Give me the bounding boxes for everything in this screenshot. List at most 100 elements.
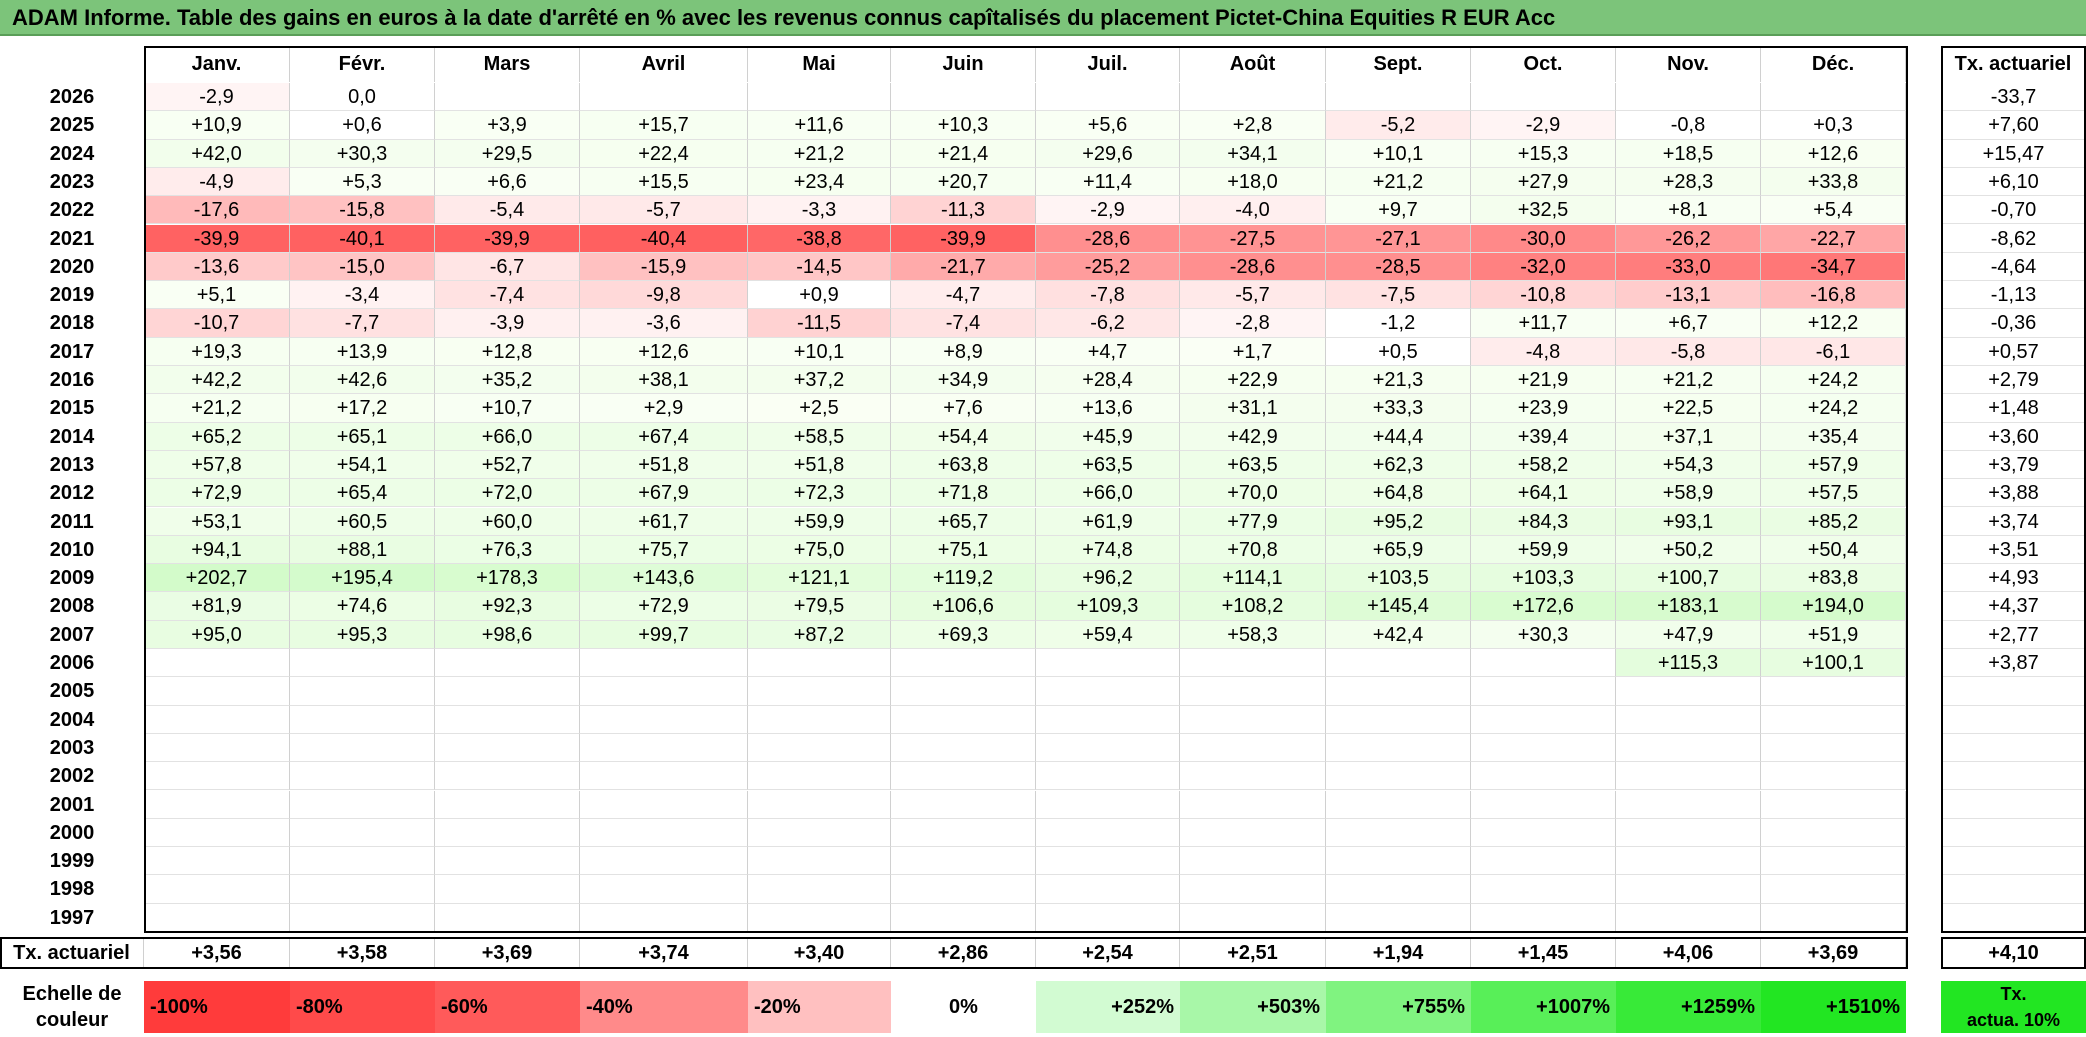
- table-cell: +20,7: [891, 167, 1036, 197]
- table-cell: -6,2: [1036, 309, 1180, 338]
- year-label: 2008: [49, 595, 95, 618]
- tx-actuariel-cell: +4,93: [1941, 564, 2086, 593]
- year-label: 2016: [49, 369, 95, 391]
- table-cell: [1616, 818, 1761, 848]
- table-cell: +2,8: [1180, 111, 1326, 140]
- table-cell: [144, 762, 290, 791]
- table-cell: +50,2: [1616, 535, 1761, 565]
- table-cell: -5,8: [1616, 337, 1761, 366]
- footer-tx: +4,10: [1988, 942, 2039, 964]
- table-cell: +47,9: [1616, 620, 1761, 649]
- table-cell: +22,5: [1616, 394, 1761, 423]
- table-cell: -16,8: [1761, 281, 1906, 310]
- table-cell: -3,9: [435, 309, 580, 338]
- tx-actuariel-cell: +7,60: [1941, 111, 2086, 140]
- table-cell: +57,9: [1761, 450, 1906, 480]
- tx-actuariel-cell: -33,7: [1941, 83, 2086, 112]
- table-cell: +11,6: [748, 111, 891, 140]
- table-cell: [144, 649, 290, 678]
- table-cell: [891, 875, 1036, 904]
- table-cell: +18,5: [1616, 139, 1761, 168]
- table-cell: [1616, 733, 1761, 763]
- table-cell: [1616, 903, 1761, 932]
- table-cell: +72,9: [580, 592, 748, 621]
- table-cell: -7,7: [290, 309, 435, 338]
- table-cell: -33,0: [1616, 252, 1761, 282]
- table-cell: +58,2: [1471, 450, 1616, 480]
- table-cell: +5,6: [1036, 111, 1180, 140]
- table-cell: +12,8: [435, 337, 580, 366]
- scale-tx-line: actua. 10%: [1966, 1010, 2061, 1030]
- table-cell: [1761, 733, 1906, 763]
- table-cell: +178,3: [435, 564, 580, 593]
- table-cell: [1761, 847, 1906, 876]
- table-cell: -2,9: [144, 83, 290, 112]
- year-label: 2007: [49, 623, 95, 646]
- scale-label-line: Echelle de: [22, 983, 122, 1005]
- table-cell: [1326, 733, 1471, 763]
- footer-cell: +3,40: [748, 937, 891, 969]
- year-label: 2004: [49, 708, 95, 731]
- table-cell: +15,5: [580, 167, 748, 197]
- table-cell: [1761, 83, 1906, 112]
- table-cell: [435, 762, 580, 791]
- table-cell: +10,1: [748, 337, 891, 366]
- table-cell: +29,6: [1036, 139, 1180, 168]
- table-cell: [435, 818, 580, 848]
- table-cell: +67,9: [580, 479, 748, 508]
- month-header: Nov.: [1616, 46, 1761, 82]
- table-cell: +76,3: [435, 535, 580, 565]
- table-cell: +59,9: [748, 507, 891, 536]
- table-cell: +6,6: [435, 167, 580, 197]
- table-cell: [748, 649, 891, 678]
- table-cell: +21,2: [1326, 167, 1471, 197]
- footer-cell: +2,54: [1036, 937, 1180, 969]
- table-cell: -13,1: [1616, 281, 1761, 310]
- table-cell: -6,1: [1761, 337, 1906, 366]
- table-cell: +5,4: [1761, 196, 1906, 225]
- table-cell: [1761, 790, 1906, 819]
- tx-actuariel-cell: [1941, 875, 2086, 904]
- table-cell: +103,3: [1471, 564, 1616, 593]
- tx-actuariel-cell: [1941, 677, 2086, 706]
- table-cell: -4,9: [144, 167, 290, 197]
- table-cell: [1180, 677, 1326, 706]
- table-cell: +64,1: [1471, 479, 1616, 508]
- table-cell: [1036, 705, 1180, 734]
- table-cell: [1761, 762, 1906, 791]
- table-cell: [748, 705, 891, 734]
- table-cell: +53,1: [144, 507, 290, 536]
- table-cell: +58,5: [748, 422, 891, 451]
- table-cell: +66,0: [1036, 479, 1180, 508]
- table-cell: [435, 875, 580, 904]
- table-cell: -39,9: [144, 224, 290, 253]
- month-header: Oct.: [1471, 46, 1616, 82]
- table-cell: [290, 790, 435, 819]
- table-cell: -39,9: [435, 224, 580, 253]
- footer-cell: +2,51: [1180, 937, 1326, 969]
- table-cell: +72,3: [748, 479, 891, 508]
- table-cell: [1471, 903, 1616, 932]
- month-header: Mai: [748, 46, 891, 82]
- tx-actuariel-cell: [1941, 762, 2086, 791]
- table-cell: +92,3: [435, 592, 580, 621]
- table-cell: +79,5: [748, 592, 891, 621]
- table-cell: +17,2: [290, 394, 435, 423]
- table-cell: +24,2: [1761, 366, 1906, 395]
- month-header: Avril: [580, 46, 748, 82]
- year-label: 2012: [49, 482, 95, 505]
- month-header: Juin: [891, 46, 1036, 82]
- table-cell: [1180, 733, 1326, 763]
- year-label: 2002: [49, 765, 95, 788]
- year-label: 2009: [49, 567, 95, 590]
- table-cell: +63,5: [1180, 450, 1326, 480]
- tx-actuariel-cell: +3,79: [1941, 451, 2086, 480]
- table-cell: +75,1: [891, 535, 1036, 565]
- table-cell: [748, 903, 891, 932]
- table-cell: -4,0: [1180, 196, 1326, 225]
- table-cell: +0,6: [290, 111, 435, 140]
- table-cell: [1036, 649, 1180, 678]
- table-cell: +57,5: [1761, 479, 1906, 508]
- year-label: 2005: [49, 680, 95, 703]
- table-cell: [1326, 649, 1471, 678]
